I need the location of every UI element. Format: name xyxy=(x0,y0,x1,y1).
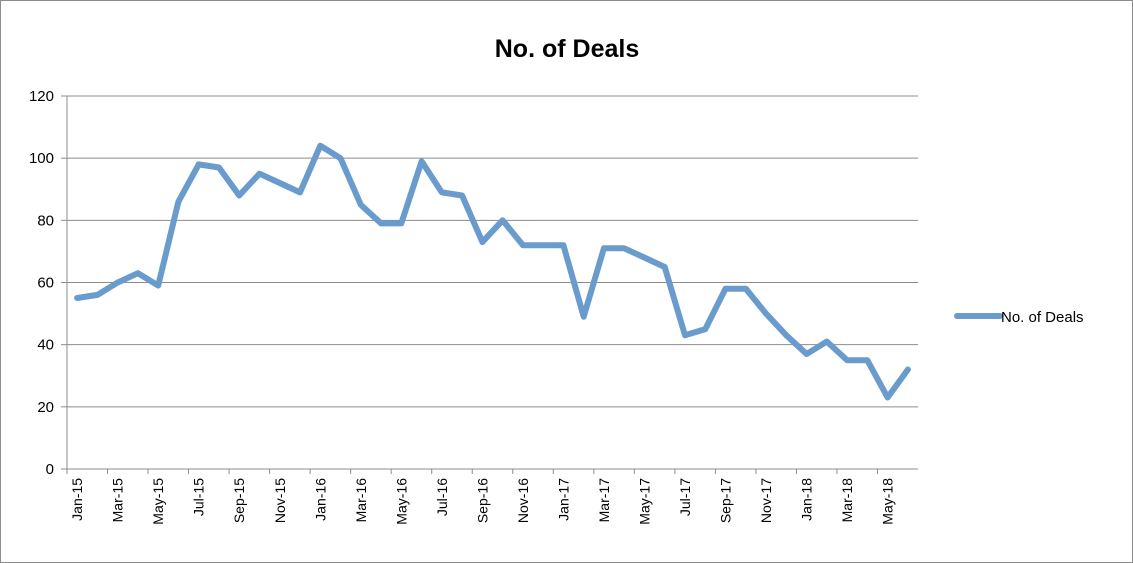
y-tick-label-40: 40 xyxy=(37,337,54,354)
data-point xyxy=(542,244,544,246)
y-tick-label-20: 20 xyxy=(37,399,54,416)
x-tick-label-Mar-16: Mar-16 xyxy=(353,478,369,523)
data-point xyxy=(583,316,585,318)
data-point xyxy=(846,359,848,361)
data-point xyxy=(502,219,504,221)
data-point xyxy=(907,369,909,370)
x-tick-label-Jul-17: Jul-17 xyxy=(677,478,693,516)
data-point xyxy=(117,282,119,283)
data-point xyxy=(360,204,362,206)
data-point xyxy=(725,288,726,290)
data-point xyxy=(279,182,281,184)
data-point xyxy=(644,257,645,259)
y-tick-label-80: 80 xyxy=(37,212,54,229)
data-point xyxy=(421,160,423,162)
data-point xyxy=(299,191,301,193)
data-point xyxy=(866,359,868,361)
legend: No. of Deals xyxy=(954,309,1084,326)
data-point xyxy=(826,341,828,343)
data-point xyxy=(765,313,767,315)
data-point xyxy=(400,222,402,224)
data-point xyxy=(137,272,139,274)
data-point xyxy=(157,285,159,287)
series-layer xyxy=(74,142,911,401)
y-tick-label-0: 0 xyxy=(46,461,54,478)
y-axis-ticks: 0 20 40 60 80 100 120 xyxy=(29,88,67,478)
x-axis: Jan-15 Mar-15 May-15 Jul-15 Sep-15 Nov-15 Jan-… xyxy=(66,96,918,525)
x-tick-label-Jan-18: Jan-18 xyxy=(799,478,815,521)
x-tick-label-Jul-15: Jul-15 xyxy=(191,478,207,516)
data-point xyxy=(238,195,240,196)
data-point xyxy=(887,397,889,398)
data-point xyxy=(319,145,321,147)
data-point xyxy=(704,328,706,330)
x-tick-label-Jul-16: Jul-16 xyxy=(434,478,450,516)
data-point xyxy=(806,353,808,355)
series-line-0 xyxy=(74,142,911,401)
x-tick-label-May-17: May-17 xyxy=(636,478,652,525)
data-point xyxy=(198,163,200,165)
x-tick-label-Nov-15: Nov-15 xyxy=(272,478,288,523)
y-tick-label-100: 100 xyxy=(29,150,54,167)
x-tick-label-Nov-17: Nov-17 xyxy=(758,478,774,523)
x-tick-label-May-16: May-16 xyxy=(393,478,409,525)
chart-title: No. of Deals xyxy=(495,35,639,63)
data-point xyxy=(218,167,220,168)
gridlines xyxy=(67,95,918,408)
x-tick-label-Jan-17: Jan-17 xyxy=(555,478,571,521)
x-tick-label-May-18: May-18 xyxy=(880,478,896,525)
data-point xyxy=(623,247,625,249)
data-point xyxy=(76,297,78,299)
x-tick-label-Sep-15: Sep-15 xyxy=(231,478,247,523)
x-tick-label-Nov-16: Nov-16 xyxy=(515,478,531,523)
x-tick-label-Mar-15: Mar-15 xyxy=(110,478,126,523)
x-tick-label-Sep-16: Sep-16 xyxy=(474,478,490,523)
data-point xyxy=(380,222,382,224)
data-point xyxy=(684,334,686,336)
data-point xyxy=(785,334,787,336)
x-tick-label-May-15: May-15 xyxy=(150,478,166,525)
y-tick-label-60: 60 xyxy=(37,275,54,292)
data-point xyxy=(522,244,524,246)
data-point xyxy=(481,241,483,243)
data-point xyxy=(745,288,747,290)
data-point xyxy=(340,157,341,159)
data-point xyxy=(259,173,260,175)
data-point xyxy=(562,244,564,246)
x-tick-label-Sep-17: Sep-17 xyxy=(718,478,734,523)
y-tick-label-120: 120 xyxy=(29,88,54,105)
data-point xyxy=(441,191,443,193)
x-tick-label-Jan-16: Jan-16 xyxy=(312,478,328,521)
x-tick-label-Mar-17: Mar-17 xyxy=(596,478,612,523)
data-point xyxy=(177,201,179,203)
data-point xyxy=(96,294,98,296)
data-point xyxy=(603,247,605,249)
legend-label: No. of Deals xyxy=(1001,309,1084,326)
data-point xyxy=(461,195,463,196)
data-point xyxy=(664,266,666,268)
x-tick-label-Mar-18: Mar-18 xyxy=(839,478,855,523)
x-tick-label-Jan-15: Jan-15 xyxy=(69,478,85,521)
